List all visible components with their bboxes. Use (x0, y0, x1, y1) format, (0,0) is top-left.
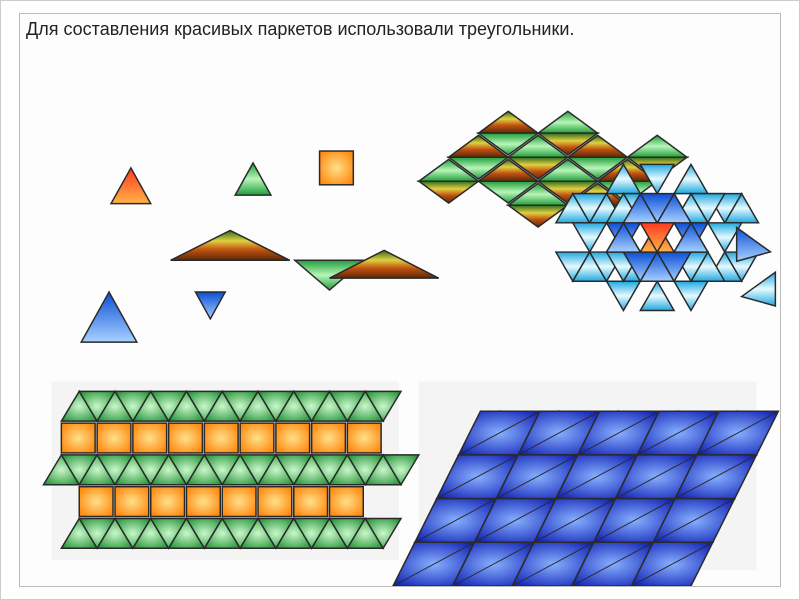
strip-square (97, 423, 131, 453)
hex-tri (674, 281, 708, 310)
tri-down (195, 292, 225, 319)
strip-square (186, 487, 220, 517)
strip-square (222, 487, 256, 517)
hex-tri (640, 281, 674, 310)
strip-square (204, 423, 238, 453)
strip-square (329, 487, 363, 517)
scattered-shapes (81, 151, 439, 342)
strip-square (347, 423, 381, 453)
diamond-bot (419, 181, 479, 203)
strip-square (133, 423, 167, 453)
hex-tri (674, 164, 708, 193)
illustration (20, 14, 780, 586)
tri-up (235, 163, 271, 195)
tri-up (81, 292, 137, 342)
strip-square (312, 423, 346, 453)
content-area: Для составления красивых паркетов исполь… (19, 13, 781, 587)
stray-tri (742, 272, 776, 306)
strip-square (258, 487, 292, 517)
stray-tri (737, 228, 771, 262)
strip-square (294, 487, 328, 517)
diamond-top (627, 135, 687, 157)
slide-root: Для составления красивых паркетов исполь… (0, 0, 800, 600)
strip-square (276, 423, 310, 453)
strip-square (169, 423, 203, 453)
tri-wide (171, 230, 290, 260)
diamond-top (538, 111, 598, 133)
strip-square (151, 487, 185, 517)
strip-square (79, 487, 113, 517)
tri-up (111, 168, 151, 204)
strip-square (115, 487, 149, 517)
strip-pattern (43, 391, 418, 548)
hex-tri (573, 223, 607, 252)
hex-tri (607, 281, 641, 310)
strip-square (61, 423, 95, 453)
square (320, 151, 354, 185)
strip-square (240, 423, 274, 453)
diamond-top (478, 111, 538, 133)
